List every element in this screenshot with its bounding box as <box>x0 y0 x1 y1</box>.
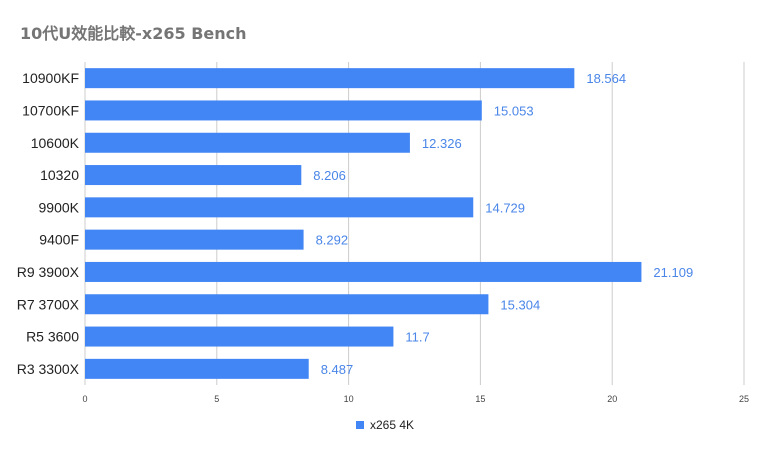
category-label: 9400F <box>39 232 79 248</box>
category-label: R9 3900X <box>17 264 80 280</box>
data-label: 21.109 <box>653 265 693 280</box>
bar <box>85 261 642 282</box>
category-label: R5 3600 <box>26 329 79 345</box>
bar <box>85 100 482 121</box>
bar <box>85 68 575 89</box>
bar <box>85 229 304 250</box>
x-tick-label: 10 <box>344 394 354 404</box>
data-label: 8.292 <box>316 233 349 248</box>
data-label: 15.304 <box>500 297 540 312</box>
data-label: 8.206 <box>313 168 346 183</box>
data-label: 8.487 <box>321 362 354 377</box>
legend-label: x265 4K <box>370 418 414 432</box>
chart-title: 10代U效能比較-x265 Bench <box>20 24 247 43</box>
data-label: 11.7 <box>405 330 429 345</box>
bar <box>85 358 309 379</box>
bar <box>85 132 410 153</box>
bar <box>85 326 394 347</box>
category-label: 10900KF <box>22 70 79 86</box>
x-tick-label: 0 <box>82 394 87 404</box>
x-tick-label: 5 <box>214 394 219 404</box>
data-label: 18.564 <box>586 71 626 86</box>
category-label: R3 3300X <box>17 361 80 377</box>
bar <box>85 197 474 218</box>
category-label: R7 3700X <box>17 296 80 312</box>
category-label: 9900K <box>39 199 80 215</box>
x-tick-label: 25 <box>739 394 749 404</box>
data-label: 12.326 <box>422 136 462 151</box>
bar <box>85 165 302 186</box>
x-tick-label: 20 <box>607 394 617 404</box>
bar <box>85 294 489 315</box>
data-label: 15.053 <box>494 103 534 118</box>
category-label: 10700KF <box>22 102 79 118</box>
category-label: 10320 <box>40 167 79 183</box>
legend-swatch <box>356 421 364 429</box>
x-tick-label: 15 <box>475 394 485 404</box>
data-label: 14.729 <box>485 200 525 215</box>
category-label: 10600K <box>31 135 80 151</box>
